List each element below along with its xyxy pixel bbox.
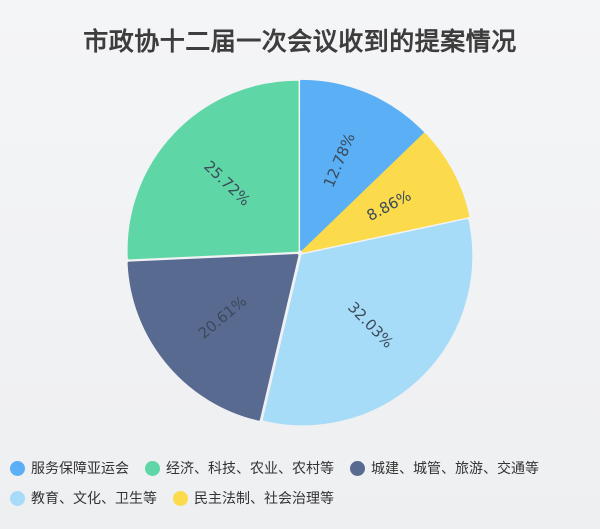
legend-color-swatch [10, 490, 25, 506]
chart-title: 市政协十二届一次会议收到的提案情况 [83, 27, 517, 56]
legend-item-教育-文化-卫生等: 教育、文化、卫生等 [10, 488, 157, 508]
pie-slice-服务保障亚运会 [300, 79, 424, 251]
chart-legend: 服务保障亚运会 经济、科技、农业、农村等 城建、城管、旅游、交通等教育、文化、卫生等… [10, 458, 596, 508]
legend-color-swatch [145, 460, 160, 476]
pie-slice-教育-文化-卫生等 [262, 219, 473, 426]
pie-slice-经济-科技-农业-农村等 [127, 80, 299, 260]
legend-item-民主法制-社会治理等: 民主法制、社会治理等 [173, 488, 334, 508]
legend-label: 教育、文化、卫生等 [31, 491, 157, 507]
legend-item-城建-城管-旅游-交通等: 城建、城管、旅游、交通等 [350, 458, 539, 478]
legend-label: 服务保障亚运会 [31, 461, 129, 477]
legend-label: 民主法制、社会治理等 [194, 491, 334, 507]
pie-chart: 12.78%8.86%32.03%20.61%25.72% [127, 79, 473, 426]
legend-label: 城建、城管、旅游、交通等 [371, 461, 539, 477]
legend-color-swatch [350, 460, 365, 476]
legend-color-swatch [10, 460, 25, 476]
pie-slice-城建-城管-旅游-交通等 [127, 254, 299, 421]
legend-color-swatch [173, 490, 188, 506]
legend-item-服务保障亚运会: 服务保障亚运会 [10, 458, 129, 478]
pie-slices [127, 79, 473, 426]
legend-item-经济-科技-农业-农村等: 经济、科技、农业、农村等 [145, 458, 334, 478]
legend-label: 经济、科技、农业、农村等 [166, 461, 334, 477]
pie-slice-民主法制-社会治理等 [302, 132, 470, 253]
